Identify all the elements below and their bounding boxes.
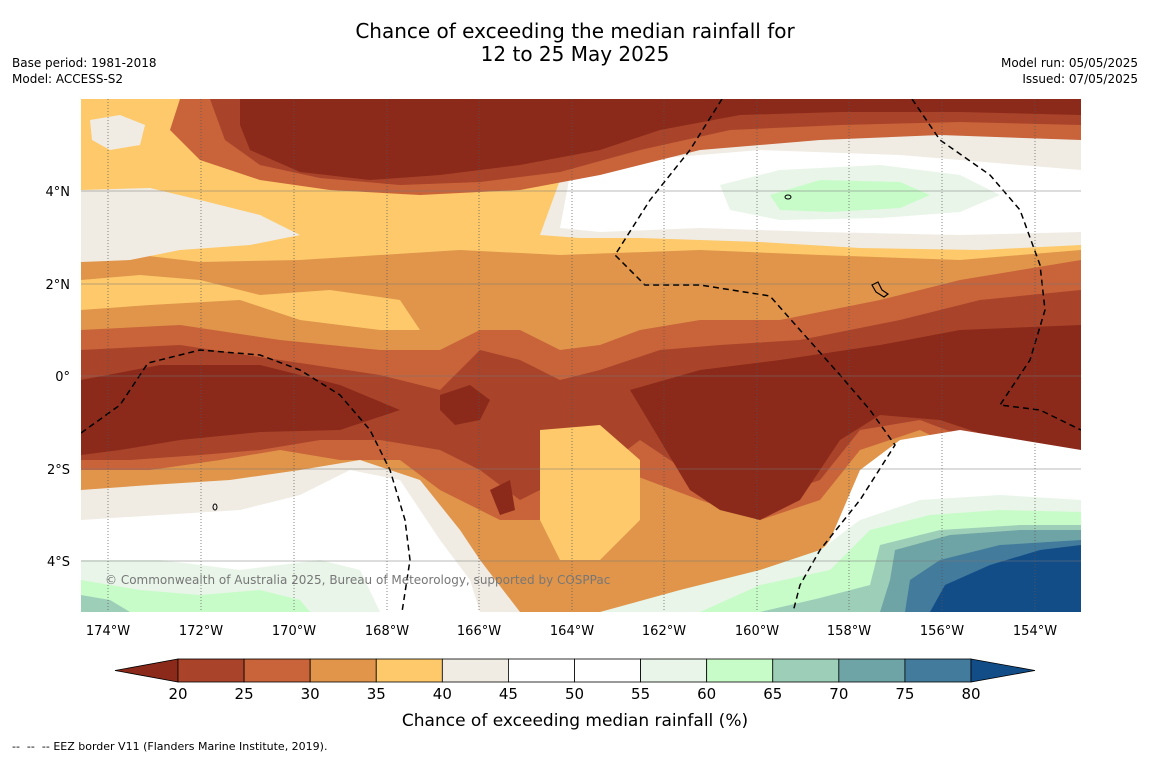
contour-40-central [540, 425, 640, 560]
colorbar-segment [243, 658, 311, 683]
map-panel: © Commonwealth of Australia 2025, Bureau… [81, 99, 1081, 612]
colorbar-tick-label: 80 [961, 685, 980, 703]
colorbar-segment [375, 658, 443, 683]
lon-tick-label: 164°W [550, 624, 594, 639]
colorbar-tick-label: 60 [697, 685, 716, 703]
colorbar-tick-label: 65 [763, 685, 782, 703]
colorbar-segment [508, 658, 575, 683]
colorbar-tick-label: 25 [235, 685, 254, 703]
lat-tick-label: 4°S [47, 555, 70, 570]
title-line-2: 12 to 25 May 2025 [480, 42, 670, 66]
contour-65-southwest [81, 580, 310, 612]
colorbar-tick-label: 30 [301, 685, 320, 703]
eez-border-central [614, 99, 896, 612]
eez-legend-label: EEZ border V11 (Flanders Marine Institut… [53, 740, 328, 753]
lon-tick-label: 158°W [827, 624, 871, 639]
contour-20-central [440, 385, 490, 425]
colorbar-tick-label: 20 [168, 685, 187, 703]
lon-tick-label: 154°W [1013, 624, 1057, 639]
colorbar-segment [177, 658, 245, 683]
island-outline [871, 281, 890, 298]
colorbar-tick-label: 35 [367, 685, 386, 703]
colorbar-ticks: 20 25 30 35 40 45 50 55 60 65 70 75 80 [168, 685, 980, 703]
lat-tick-label: 4°N [46, 185, 71, 200]
lat-tick-label: 2°S [47, 463, 70, 478]
lon-tick-label: 166°W [457, 624, 501, 639]
contour-20-north [240, 99, 1081, 180]
colorbar-tick-label: 75 [895, 685, 914, 703]
model-label: Model: ACCESS-S2 [12, 72, 124, 86]
longitude-labels: 174°W 172°W 170°W 168°W 166°W 164°W 162°… [86, 624, 1057, 639]
colorbar-label: Chance of exceeding median rainfall (%) [402, 711, 748, 731]
colorbar [114, 658, 1036, 683]
eez-border-west [81, 349, 411, 612]
lat-tick-label: 0° [55, 370, 70, 385]
colorbar-segment [904, 658, 972, 683]
latitude-labels: 4°N 2°N 0° 2°S 4°S [46, 185, 71, 570]
colorbar-tick-label: 50 [565, 685, 584, 703]
model-info: Base period: 1981-2018 Model: ACCESS-S2 [12, 55, 157, 87]
colorbar-segment [838, 658, 906, 683]
eez-border-east [911, 99, 1081, 431]
model-run-label: Model run: 05/05/2025 [1000, 56, 1138, 70]
contour-65-north [770, 180, 930, 212]
contour-20-equator [81, 365, 400, 455]
island-outline [212, 503, 218, 511]
lon-tick-label: 156°W [920, 624, 964, 639]
title-line-1: Chance of exceeding the median rainfall … [355, 19, 795, 43]
colorbar-segment [309, 658, 377, 683]
colorbar-segment [640, 658, 708, 683]
map-title: Chance of exceeding the median rainfall … [0, 20, 1150, 66]
contour-45-north [81, 188, 300, 262]
colorbar-tick-label: 45 [499, 685, 518, 703]
colorbar-tick-label: 70 [829, 685, 848, 703]
run-info: Model run: 05/05/2025 Issued: 07/05/2025 [1001, 55, 1138, 87]
colorbar-segment [574, 658, 641, 683]
lon-tick-label: 160°W [735, 624, 779, 639]
base-period-label: Base period: 1981-2018 [12, 56, 157, 70]
map-gridlines-lat [81, 190, 1081, 562]
contour-above-80-southeast [930, 545, 1081, 612]
lon-tick-label: 168°W [365, 624, 409, 639]
colorbar-segment [441, 658, 509, 683]
colorbar-tick-label: 40 [433, 685, 452, 703]
contour-20-south-central [490, 480, 515, 515]
issued-label: Issued: 07/05/2025 [1022, 72, 1138, 86]
colorbar-segment [772, 658, 840, 683]
contour-45-west-patch [90, 115, 145, 150]
lon-tick-label: 174°W [86, 624, 130, 639]
contour-20-east [630, 325, 1081, 520]
lon-tick-label: 170°W [272, 624, 316, 639]
colorbar-extend-low [114, 658, 179, 683]
lon-tick-label: 162°W [642, 624, 686, 639]
eez-legend: -- -- -- EEZ border V11 (Flanders Marine… [12, 740, 327, 753]
colorbar-segment [706, 658, 774, 683]
eez-dash-symbol: -- -- -- [12, 740, 50, 753]
island-outline [784, 194, 792, 200]
copyright-notice: © Commonwealth of Australia 2025, Bureau… [105, 573, 610, 587]
lon-tick-label: 172°W [179, 624, 223, 639]
colorbar-extend-high [970, 658, 1036, 683]
colorbar-tick-label: 55 [631, 685, 650, 703]
lat-tick-label: 2°N [46, 278, 71, 293]
contour-70-southwest [81, 595, 130, 612]
contour-40-equator-west [81, 275, 420, 330]
